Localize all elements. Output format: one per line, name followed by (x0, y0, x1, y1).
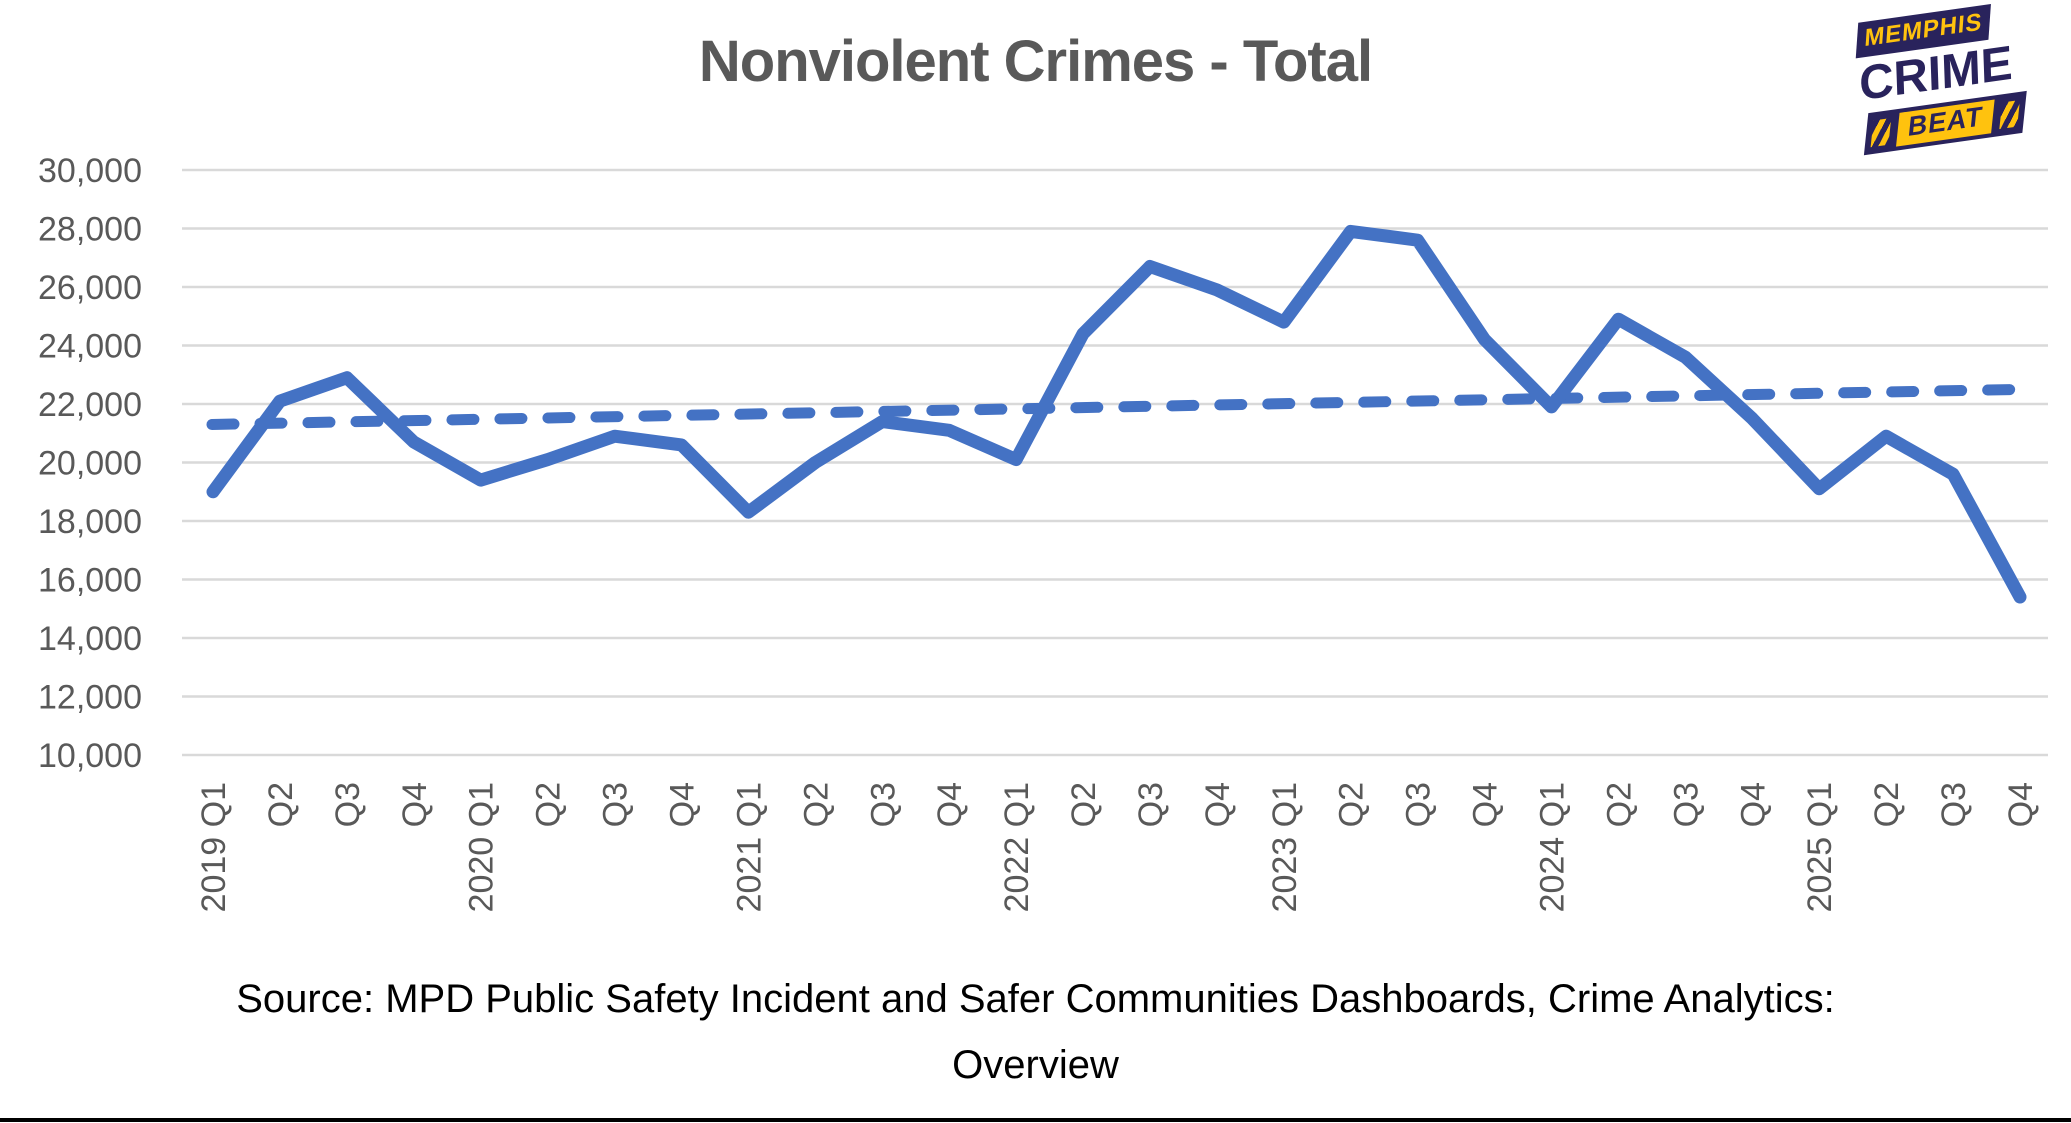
x-tick-label-8: 2021 Q1 (730, 782, 768, 912)
y-tick-label-30000: 30,000 (38, 152, 142, 190)
x-tick-label-16: 2023 Q1 (1266, 782, 1304, 912)
x-tick-label-2: Q3 (329, 782, 367, 827)
x-tick-label-23: Q4 (1734, 782, 1772, 827)
y-tick-label-24000: 24,000 (38, 328, 142, 366)
x-tick-label-15: Q4 (1199, 782, 1237, 827)
x-tick-label-24: 2025 Q1 (1801, 782, 1839, 912)
x-tick-label-13: Q2 (1065, 782, 1103, 827)
x-tick-label-26: Q3 (1935, 782, 1973, 827)
x-tick-label-21: Q2 (1600, 782, 1638, 827)
x-tick-label-12: 2022 Q1 (998, 782, 1036, 912)
x-tick-label-10: Q3 (864, 782, 902, 827)
y-tick-label-20000: 20,000 (38, 445, 142, 483)
x-tick-label-6: Q3 (597, 782, 635, 827)
x-tick-label-1: Q2 (262, 782, 300, 827)
x-tick-label-22: Q3 (1667, 782, 1705, 827)
x-tick-label-7: Q4 (663, 782, 701, 827)
x-tick-label-4: 2020 Q1 (463, 782, 501, 912)
x-tick-label-19: Q4 (1467, 782, 1505, 827)
source-caption-line2: Overview (952, 1043, 1119, 1087)
y-tick-label-12000: 12,000 (38, 679, 142, 717)
x-tick-label-14: Q3 (1132, 782, 1170, 827)
x-tick-label-18: Q3 (1400, 782, 1438, 827)
y-tick-label-22000: 22,000 (38, 386, 142, 424)
x-tick-label-27: Q4 (2002, 782, 2040, 827)
x-tick-label-9: Q2 (797, 782, 835, 827)
x-tick-label-20: 2024 Q1 (1534, 782, 1572, 912)
x-tick-label-0: 2019 Q1 (195, 782, 233, 912)
source-caption-line1: Source: MPD Public Safety Incident and S… (236, 977, 1835, 1021)
y-tick-label-10000: 10,000 (38, 737, 142, 775)
x-tick-label-11: Q4 (931, 782, 969, 827)
chart-title: Nonviolent Crimes - Total (698, 29, 1373, 94)
source-caption: Source: MPD Public Safety Incident and S… (0, 966, 2071, 1098)
x-tick-label-17: Q2 (1333, 782, 1371, 827)
bottom-divider-line (0, 1118, 2071, 1122)
y-tick-label-16000: 16,000 (38, 562, 142, 600)
x-tick-label-5: Q2 (530, 782, 568, 827)
y-tick-label-14000: 14,000 (38, 620, 142, 658)
x-tick-label-3: Q4 (396, 782, 434, 827)
data-series-line (206, 224, 2027, 604)
y-tick-label-26000: 26,000 (38, 269, 142, 307)
x-tick-label-25: Q2 (1868, 782, 1906, 827)
y-tick-label-28000: 28,000 (38, 211, 142, 249)
y-tick-label-18000: 18,000 (38, 503, 142, 541)
